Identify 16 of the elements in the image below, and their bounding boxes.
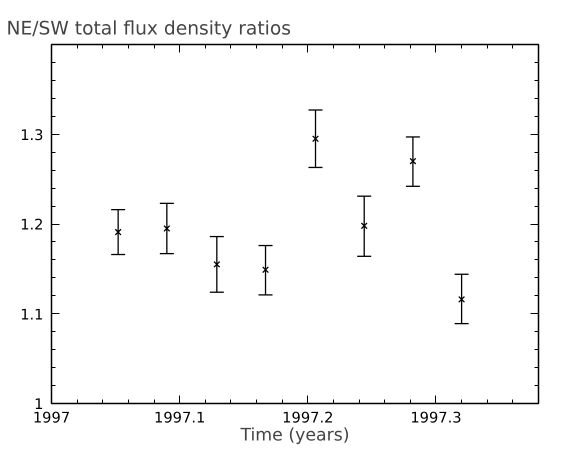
point (458, 296, 466, 303)
point (262, 266, 269, 274)
point (213, 260, 220, 268)
point (114, 228, 122, 236)
chart-title: NE/SW total flux density ratios (6, 18, 291, 40)
y-tick-label: 1.1 (20, 306, 44, 324)
x-tick-label: 1997.1 (154, 410, 206, 426)
point (312, 135, 319, 142)
x-tick-label: 1997.3 (410, 410, 462, 426)
x-tick-label: 1997.2 (282, 410, 334, 426)
y-tick-label: 1.2 (20, 216, 44, 234)
point (360, 222, 368, 230)
point (409, 158, 416, 165)
y-tick-label: 1.3 (20, 126, 44, 144)
point (163, 225, 170, 232)
x-axis-title: Time (years) (239, 426, 350, 446)
